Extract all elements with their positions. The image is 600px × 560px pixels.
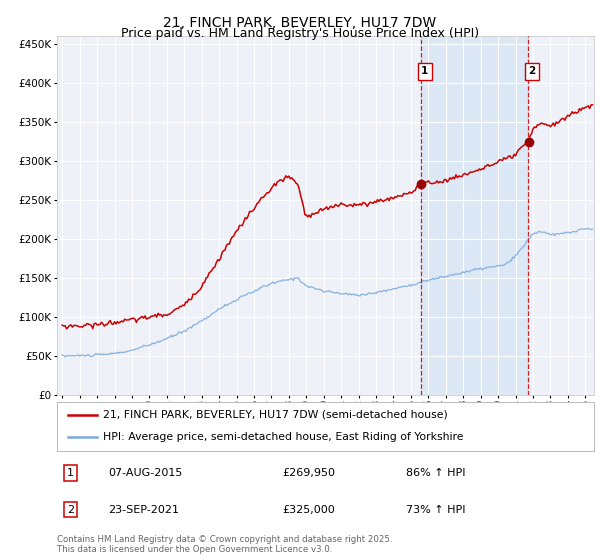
Text: 1: 1 xyxy=(421,67,428,77)
Text: 2: 2 xyxy=(528,67,535,77)
Text: HPI: Average price, semi-detached house, East Riding of Yorkshire: HPI: Average price, semi-detached house,… xyxy=(103,432,463,442)
Bar xyxy=(421,36,528,395)
Text: 73% ↑ HPI: 73% ↑ HPI xyxy=(406,505,466,515)
Text: 21, FINCH PARK, BEVERLEY, HU17 7DW (semi-detached house): 21, FINCH PARK, BEVERLEY, HU17 7DW (semi… xyxy=(103,410,448,420)
Text: 07-AUG-2015: 07-AUG-2015 xyxy=(108,468,182,478)
Text: 2: 2 xyxy=(67,505,74,515)
Text: 23-SEP-2021: 23-SEP-2021 xyxy=(108,505,179,515)
Text: 1: 1 xyxy=(67,468,74,478)
Text: £269,950: £269,950 xyxy=(283,468,335,478)
Text: Price paid vs. HM Land Registry's House Price Index (HPI): Price paid vs. HM Land Registry's House … xyxy=(121,27,479,40)
Text: 86% ↑ HPI: 86% ↑ HPI xyxy=(406,468,466,478)
Text: 21, FINCH PARK, BEVERLEY, HU17 7DW: 21, FINCH PARK, BEVERLEY, HU17 7DW xyxy=(163,16,437,30)
Text: Contains HM Land Registry data © Crown copyright and database right 2025.
This d: Contains HM Land Registry data © Crown c… xyxy=(57,535,392,554)
Text: £325,000: £325,000 xyxy=(283,505,335,515)
